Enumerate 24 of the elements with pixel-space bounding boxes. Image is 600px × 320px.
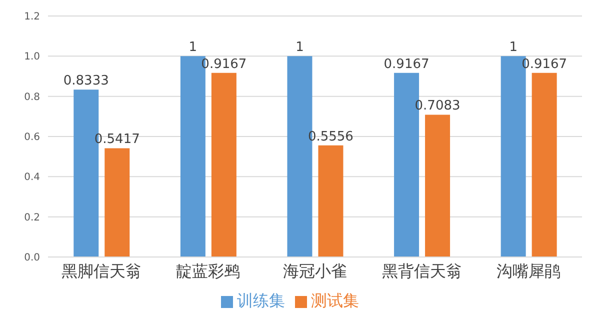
y-tick-label: 0.0 (24, 252, 40, 264)
data-label: 0.8333 (63, 74, 109, 89)
y-tick-label: 0.2 (24, 212, 40, 224)
x-tick-label: 海冠小雀 (283, 261, 347, 280)
legend-label: 测试集 (311, 291, 359, 310)
x-tick-label: 黑脚信天翁 (61, 261, 142, 280)
data-label: 1 (188, 40, 198, 56)
y-tick-label: 0.8 (24, 92, 40, 103)
data-label: 0.9167 (384, 56, 430, 72)
y-tick-label: 1.0 (24, 52, 40, 63)
data-label: 1 (509, 40, 518, 56)
legend-label: 训练集 (237, 291, 285, 310)
bar (532, 72, 557, 257)
bar (318, 145, 344, 257)
y-tick-label: 0.6 (24, 132, 40, 144)
x-tick-label: 黑背信天翁 (382, 261, 462, 280)
y-tick-label: 0.4 (24, 172, 40, 184)
data-label: 1 (296, 40, 304, 56)
x-tick-label: 沟嘴犀鹃 (496, 261, 561, 280)
bar (425, 114, 450, 257)
y-tick-label: 1.2 (24, 12, 40, 23)
bar (104, 148, 130, 257)
x-tick-label: 靛蓝彩鹀 (176, 261, 240, 280)
bar (211, 72, 236, 257)
